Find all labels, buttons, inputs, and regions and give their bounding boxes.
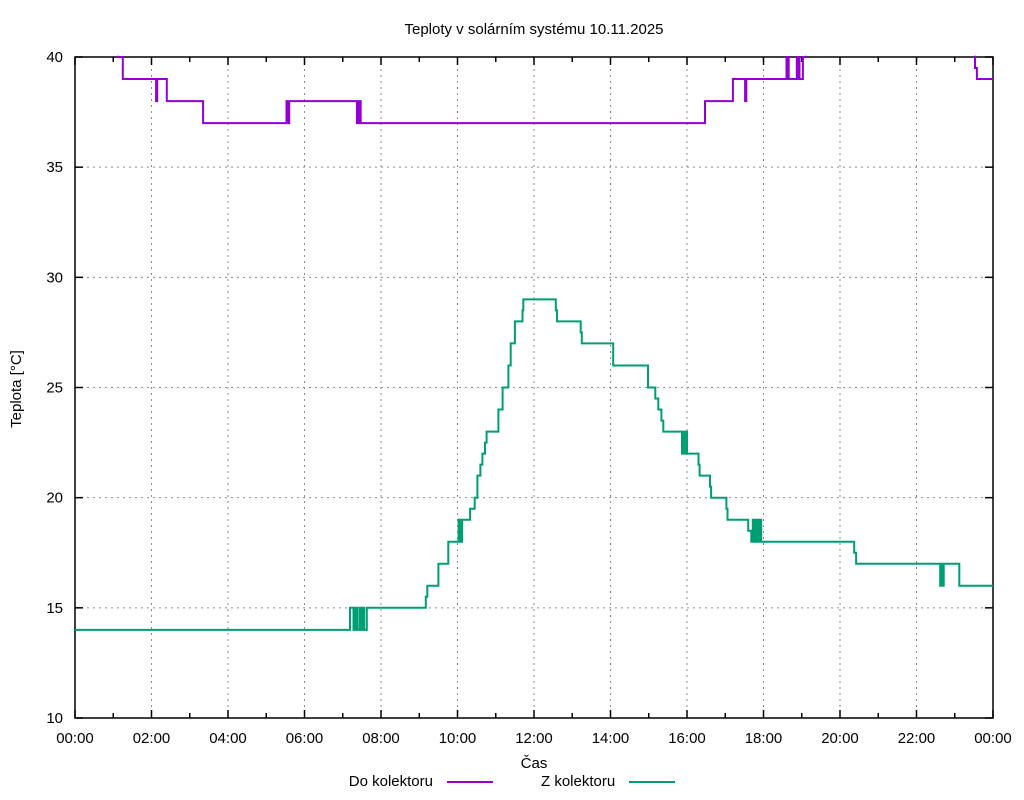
svg-text:22:00: 22:00 [898,730,936,747]
x-axis-label: Čas [520,755,548,772]
svg-text:14:00: 14:00 [592,730,630,747]
legend-label-do-kolektoru: Do kolektoru [348,773,433,790]
svg-text:16:00: 16:00 [668,730,706,747]
legend-label-z-kolektoru: Z kolektoru [541,773,616,790]
svg-text:15: 15 [46,600,63,617]
svg-text:00:00: 00:00 [56,730,94,747]
legend-item-z-kolektoru: Z kolektoru [541,773,676,790]
chart-title: Teploty v solárním systému 10.11.2025 [404,21,664,38]
svg-text:18:00: 18:00 [745,730,783,747]
legend: Do kolektoru Z kolektoru [0,773,1024,790]
svg-text:00:00: 00:00 [974,730,1012,747]
svg-text:20:00: 20:00 [821,730,859,747]
svg-text:40: 40 [46,49,63,66]
svg-text:02:00: 02:00 [133,730,171,747]
legend-item-do-kolektoru: Do kolektoru [349,773,493,790]
svg-text:20: 20 [46,490,63,507]
svg-text:12:00: 12:00 [515,730,553,747]
svg-text:10: 10 [46,710,63,727]
svg-text:10:00: 10:00 [439,730,477,747]
legend-line-swatch-purple [447,780,493,783]
svg-text:04:00: 04:00 [209,730,247,747]
svg-text:08:00: 08:00 [362,730,400,747]
svg-text:06:00: 06:00 [286,730,324,747]
legend-line-swatch-green [629,780,676,783]
svg-text:35: 35 [46,159,63,176]
svg-text:25: 25 [46,380,63,397]
svg-text:30: 30 [46,269,63,286]
